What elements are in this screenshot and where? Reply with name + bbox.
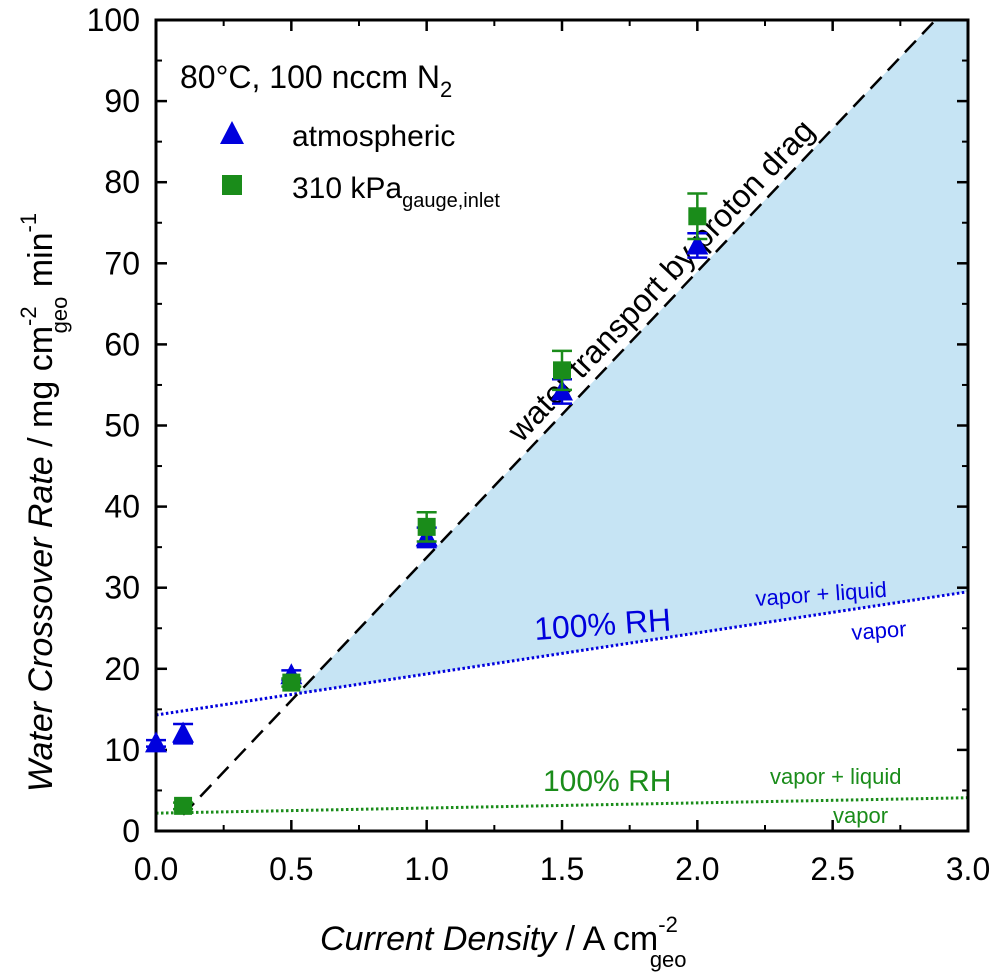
y-tick-label: 60 xyxy=(104,326,140,362)
rh-label-pressurized: 100% RH xyxy=(543,765,671,798)
data-points xyxy=(145,192,709,815)
vapor-liquid-label-pressurized: vapor + liquid xyxy=(770,764,901,789)
legend-square-marker xyxy=(222,175,242,195)
legend-entry-pressurized: 310 kPagauge,inlet xyxy=(292,172,500,212)
x-tick-labels: 0.0 0.5 1.0 1.5 2.0 2.5 3.0 xyxy=(134,851,990,887)
legend-entry-atmospheric: atmospheric xyxy=(292,120,455,153)
x-tick-label: 3.0 xyxy=(946,851,990,887)
data-point-square xyxy=(282,673,301,692)
data-point-square xyxy=(688,207,707,226)
x-tick-label: 2.5 xyxy=(810,851,854,887)
y-tick-label: 10 xyxy=(104,732,140,768)
data-point-square xyxy=(417,517,436,536)
legend: 80°C, 100 nccm N2 atmospheric 310 kPagau… xyxy=(180,59,500,212)
y-axis-label: Water Crossover Rate / mg cm-2 geo min-1 xyxy=(16,213,72,792)
data-point-triangle xyxy=(172,721,195,743)
rh-line-atmospheric xyxy=(156,590,968,717)
y-tick-label: 20 xyxy=(104,651,140,687)
y-tick-label: 100 xyxy=(87,2,140,38)
data-point-square xyxy=(174,796,193,815)
vapor-label-pressurized: vapor xyxy=(833,803,888,828)
x-tick-label: 0.5 xyxy=(269,851,313,887)
x-axis-label: Current Density / A cm-2 geo xyxy=(320,912,687,972)
legend-triangle-marker xyxy=(220,121,244,144)
data-point-triangle xyxy=(145,731,167,753)
axis-ticks xyxy=(154,18,970,833)
rh-line-pressurized xyxy=(156,796,968,815)
y-tick-label: 80 xyxy=(104,164,140,200)
legend-condition: 80°C, 100 nccm N2 xyxy=(180,59,452,102)
x-tick-label: 1.5 xyxy=(540,851,584,887)
y-tick-label: 40 xyxy=(104,489,140,525)
vapor-label-atmospheric: vapor xyxy=(851,616,908,645)
y-tick-label: 70 xyxy=(104,245,140,281)
y-tick-label: 0 xyxy=(122,813,140,849)
y-tick-labels: 0 10 20 30 40 50 60 70 80 90 100 xyxy=(87,2,140,849)
proton-drag-shaded-region xyxy=(297,20,968,694)
y-tick-label: 50 xyxy=(104,408,140,444)
data-point-triangle xyxy=(686,233,709,255)
x-tick-label: 2.0 xyxy=(675,851,719,887)
x-tick-label: 0.0 xyxy=(134,851,178,887)
y-tick-label: 90 xyxy=(104,83,140,119)
proton-drag-line xyxy=(182,20,937,816)
x-tick-label: 1.0 xyxy=(404,851,448,887)
y-tick-label: 30 xyxy=(104,570,140,606)
data-point-square xyxy=(553,361,571,380)
